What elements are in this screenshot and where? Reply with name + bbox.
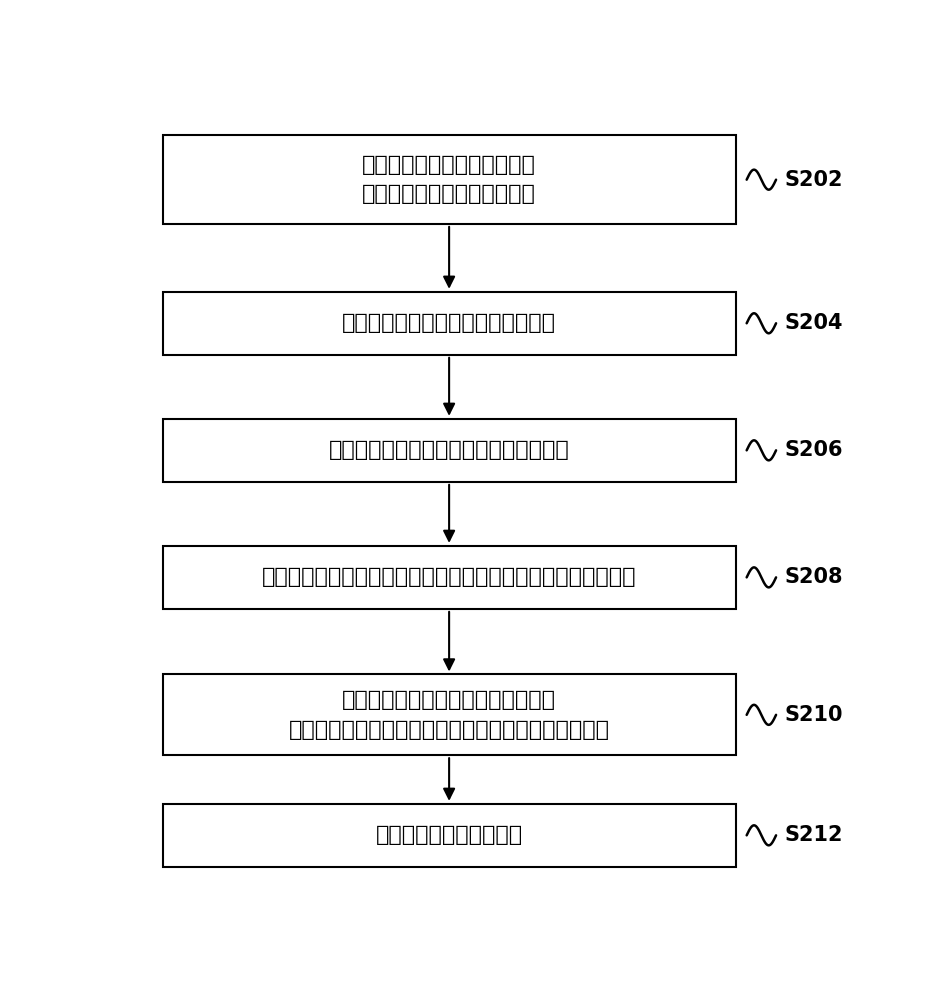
Text: 通过手动烧写或者在线升级软件的方法将测试程序烧写至单片机: 通过手动烧写或者在线升级软件的方法将测试程序烧写至单片机 [262,567,636,587]
Bar [163,135,736,224]
Text: 根据单片机专用的编译系统生成测试程序: 根据单片机专用的编译系统生成测试程序 [329,440,570,460]
Text: S204: S204 [785,313,844,333]
Bar [163,292,736,355]
Bar [163,546,736,609]
Bar [163,674,736,755]
Bar [163,804,736,867]
Text: 输出测试程序的测试结果: 输出测试程序的测试结果 [375,825,522,845]
Text: 获取编辑管理后的第一用例，
并根据第一用例生成第二用例: 获取编辑管理后的第一用例， 并根据第一用例生成第二用例 [362,155,536,204]
Text: 通过上位机发送测试用例至单片机，
并根据单片机返回的数据判定测试程序的逻辑是否正确: 通过上位机发送测试用例至单片机， 并根据单片机返回的数据判定测试程序的逻辑是否正… [288,690,610,740]
Text: 根据测试用例生成测试程序的头文件: 根据测试用例生成测试程序的头文件 [342,313,556,333]
Text: S206: S206 [785,440,844,460]
Bar [163,419,736,482]
Text: S210: S210 [785,705,844,725]
Text: S212: S212 [785,825,844,845]
Text: S202: S202 [785,170,844,190]
Text: S208: S208 [785,567,844,587]
